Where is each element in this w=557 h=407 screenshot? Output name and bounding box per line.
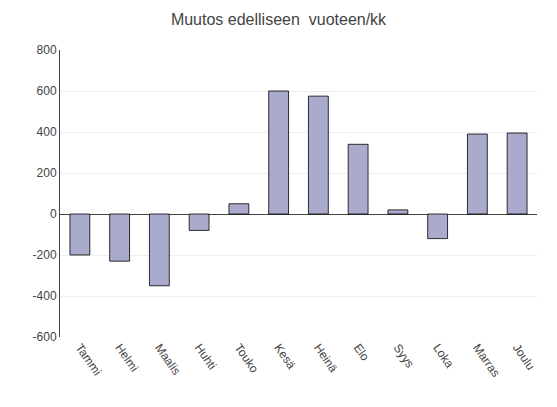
svg-text:Tammi: Tammi xyxy=(73,341,105,378)
svg-text:Huhti: Huhti xyxy=(192,341,220,372)
svg-text:Elo: Elo xyxy=(351,341,373,364)
svg-text:0: 0 xyxy=(50,207,57,221)
svg-text:Heinä: Heinä xyxy=(311,341,341,375)
svg-text:Maalis: Maalis xyxy=(152,341,183,377)
svg-text:Loka: Loka xyxy=(430,341,457,371)
svg-text:400: 400 xyxy=(37,125,57,139)
svg-text:200: 200 xyxy=(37,166,57,180)
svg-text:Syys: Syys xyxy=(391,341,417,370)
svg-text:Joulu: Joulu xyxy=(510,341,538,373)
svg-text:-600: -600 xyxy=(33,330,57,344)
svg-text:-400: -400 xyxy=(33,289,57,303)
svg-text:Marras: Marras xyxy=(470,341,503,380)
svg-text:Helmi: Helmi xyxy=(112,341,141,374)
svg-text:Muutos edelliseen vuoteen/kk: Muutos edelliseen vuoteen/kk xyxy=(171,11,387,28)
svg-text:600: 600 xyxy=(37,84,57,98)
svg-text:Kesä: Kesä xyxy=(271,341,298,372)
svg-text:800: 800 xyxy=(37,43,57,57)
svg-text:Touko: Touko xyxy=(232,341,262,376)
svg-text:-200: -200 xyxy=(33,248,57,262)
